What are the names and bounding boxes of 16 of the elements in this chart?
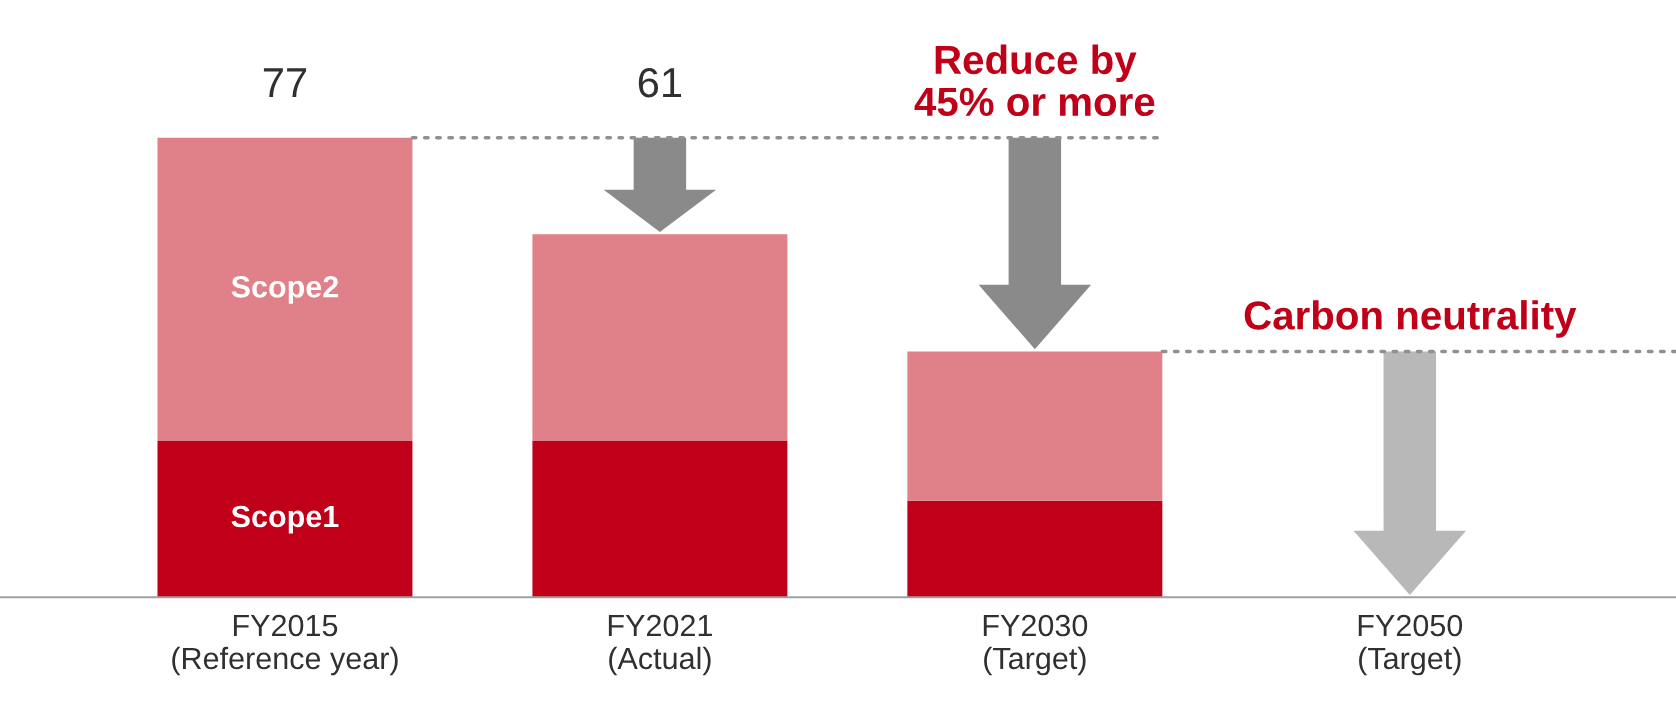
bar (907, 500, 1163, 598)
x-tick-label: FY2021 (Actual) (608, 614, 712, 676)
x-tick-label: FY2015 (Reference year) (172, 614, 398, 676)
text: 77 (263, 68, 307, 98)
text: 61 (638, 67, 682, 98)
bar (157, 441, 413, 598)
x-tick-label: FY2050 (Target) (1358, 614, 1463, 676)
annotation: Carbon neutrality (1244, 300, 1577, 338)
bar (907, 351, 1163, 501)
series-label: Scope2 (231, 276, 339, 304)
bar (532, 441, 788, 598)
x-tick-label: FY2030 (Target) (983, 614, 1088, 676)
bar (157, 137, 413, 442)
series-label: Scope1 (231, 505, 339, 534)
bar (532, 234, 788, 442)
annotation: Reduce by 45% or more (914, 44, 1155, 117)
